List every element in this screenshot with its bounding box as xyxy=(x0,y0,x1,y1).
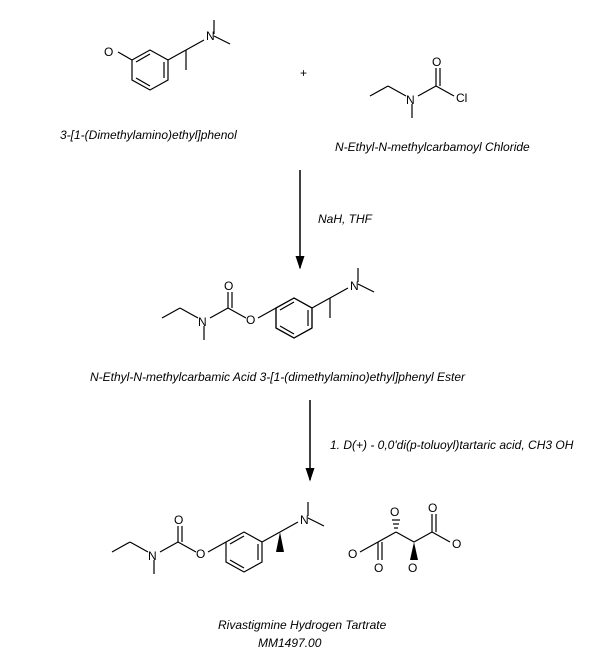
hash-wedge-1 xyxy=(392,520,400,528)
product-code: MM1497.00 xyxy=(258,636,321,650)
rivastigmine-structure xyxy=(112,502,324,574)
atom-O-prod-carbonyl: O xyxy=(174,513,183,527)
atom-O-ester-link: O xyxy=(246,313,255,327)
atom-N-ester-left: N xyxy=(198,315,207,329)
product-name: Rivastigmine Hydrogen Tartrate xyxy=(218,618,386,632)
atom-N-dma3: N xyxy=(300,513,309,527)
atom-O-phenol: O xyxy=(104,45,113,59)
reactant1-name: 3-[1-(Dimethylamino)ethyl]phenol xyxy=(60,128,237,142)
reaction-scheme: O N N O Cl xyxy=(0,0,602,672)
wedge-bond-2 xyxy=(410,542,418,560)
atom-O-t5: O xyxy=(428,501,437,515)
atom-N-prod-left: N xyxy=(148,549,157,563)
atom-O-prod-link: O xyxy=(196,547,205,561)
atom-O-t3: O xyxy=(390,505,399,519)
ester-intermediate-structure xyxy=(162,292,312,340)
atom-O-t2: O xyxy=(374,561,383,575)
atom-N-carbamoyl: N xyxy=(406,93,415,107)
atom-N-dma1: N xyxy=(206,29,215,43)
atom-N-dma2: N xyxy=(350,279,359,293)
conditions-1: NaH, THF xyxy=(318,212,372,226)
atom-O-ester-carbonyl: O xyxy=(224,279,233,293)
atom-O-t6: O xyxy=(452,537,461,551)
scheme-drawing: O N N O Cl xyxy=(0,0,602,672)
atom-O-t4: O xyxy=(408,561,417,575)
intermediate-name: N-Ethyl-N-methylcarbamic Acid 3-[1-(dime… xyxy=(90,370,465,384)
atom-Cl: Cl xyxy=(456,91,467,105)
atom-O-t1: O xyxy=(348,547,357,561)
ester-ring xyxy=(276,268,374,338)
conditions-2: 1. D(+) - 0,0'di(p-toluoyl)tartaric acid… xyxy=(330,438,573,452)
wedge-bond xyxy=(276,532,284,552)
plus-sign: + xyxy=(300,66,307,80)
reactant2-name: N-Ethyl-N-methylcarbamoyl Chloride xyxy=(335,140,530,154)
atom-O-carbonyl1: O xyxy=(432,55,441,69)
tartrate-structure xyxy=(360,514,450,560)
